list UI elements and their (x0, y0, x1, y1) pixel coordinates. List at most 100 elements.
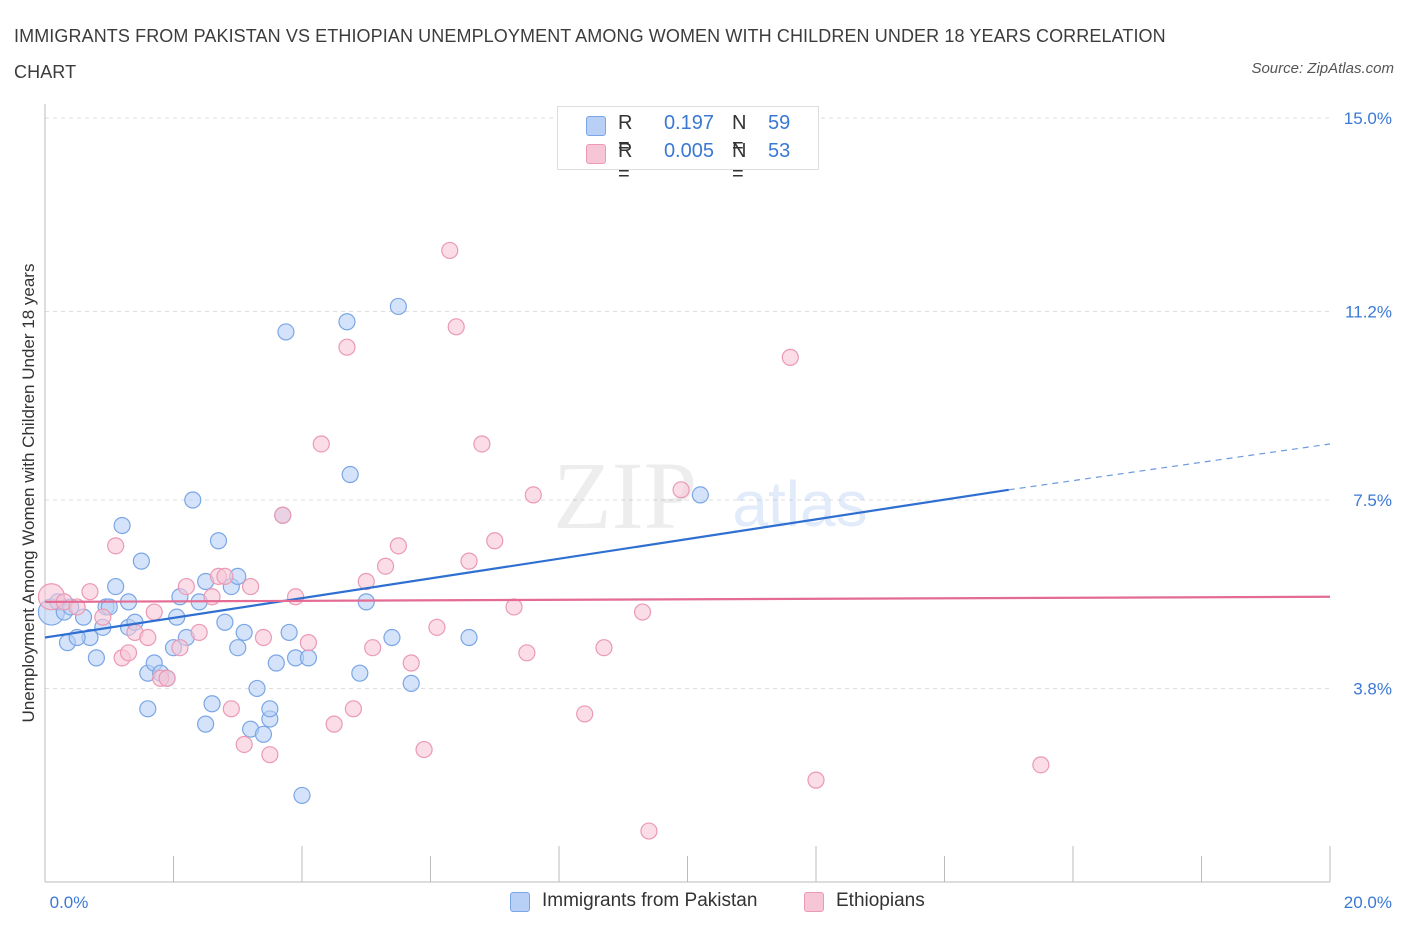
point-ethiopians (274, 506, 292, 524)
point-ethiopians (595, 639, 613, 657)
x-tick-label: 0.0% (50, 893, 89, 912)
legend-r-label: R = (618, 140, 633, 185)
point-ethiopians (325, 715, 343, 733)
point-pakistan (338, 313, 356, 331)
scatter-points (37, 241, 1050, 840)
point-ethiopians (576, 705, 594, 723)
point-ethiopians (447, 318, 465, 336)
point-pakistan (389, 297, 407, 316)
point-ethiopians (81, 583, 99, 601)
point-ethiopians (190, 623, 208, 642)
point-pakistan (351, 664, 369, 682)
source-note: Source: ZipAtlas.com (1251, 60, 1394, 77)
point-pakistan (107, 577, 125, 596)
point-ethiopians (158, 669, 176, 687)
point-ethiopians (216, 567, 234, 586)
point-ethiopians (235, 735, 253, 754)
point-pakistan (402, 674, 420, 692)
bottom-legend-label: Immigrants from Pakistan (542, 890, 758, 911)
bottom-legend-swatch-blue (510, 892, 530, 912)
legend-n-value: 59 (768, 112, 791, 134)
point-pakistan (216, 613, 234, 631)
point-ethiopians (177, 577, 195, 596)
point-ethiopians (261, 746, 279, 764)
point-ethiopians (312, 435, 330, 453)
point-ethiopians (357, 572, 375, 591)
point-ethiopians (640, 822, 658, 840)
legend-r-value: 0.197 (663, 112, 714, 134)
point-pakistan (383, 628, 401, 647)
point-ethiopians (338, 338, 356, 356)
point-pakistan (113, 516, 131, 535)
point-pakistan (341, 465, 359, 484)
legend-n-label: N = (732, 140, 747, 185)
watermark-zip: ZIP (553, 442, 697, 549)
axes (44, 104, 1331, 883)
legend-swatch-blue (586, 116, 606, 136)
y-tick-label: 11.2% (1345, 303, 1392, 322)
point-ethiopians (415, 740, 433, 759)
point-ethiopians (254, 628, 273, 647)
point-ethiopians (364, 639, 382, 657)
point-ethiopians (119, 644, 138, 662)
point-ethiopians (242, 577, 260, 596)
legend: R = 0.197 N = 59 R = 0.005 N = 53 (557, 106, 819, 185)
point-pakistan (280, 623, 298, 642)
point-ethiopians (441, 241, 459, 260)
point-ethiopians (222, 700, 240, 718)
legend-n-value: 53 (768, 140, 791, 162)
tick-labels: 3.8% 7.5% 11.2% 15.0% 0.0% 20.0% (50, 109, 1392, 912)
point-ethiopians (633, 603, 652, 621)
point-ethiopians (781, 348, 799, 366)
point-ethiopians (460, 552, 478, 570)
point-ethiopians (524, 486, 542, 504)
point-ethiopians (518, 644, 536, 662)
point-pakistan (293, 786, 311, 805)
point-ethiopians (376, 557, 395, 575)
trend-line-pakistan-extension (1008, 443, 1331, 491)
point-ethiopians (1032, 756, 1050, 774)
point-ethiopians (344, 700, 362, 718)
point-pakistan (261, 700, 279, 718)
bottom-legend-swatch-pink (804, 892, 824, 912)
legend-r-label: R = (618, 112, 633, 157)
y-axis-label: Unemployment Among Women with Children U… (19, 264, 38, 723)
point-pakistan (277, 323, 295, 341)
point-pakistan (184, 491, 202, 509)
point-pakistan (229, 639, 247, 657)
point-pakistan (197, 715, 215, 733)
point-ethiopians (505, 598, 523, 616)
point-pakistan (87, 649, 106, 667)
point-ethiopians (402, 654, 420, 672)
point-pakistan (299, 649, 318, 667)
trend-line-pakistan (44, 488, 1009, 639)
legend-n-label: N = (732, 112, 747, 157)
point-pakistan (267, 654, 285, 672)
bottom-legend-label: Ethiopians (836, 890, 925, 911)
legend-r-value: 0.005 (663, 140, 714, 162)
y-tick-label: 15.0% (1344, 109, 1392, 128)
point-ethiopians (473, 435, 491, 453)
watermark: ZIP atlas (553, 442, 868, 549)
point-ethiopians (286, 588, 305, 606)
point-ethiopians (807, 771, 825, 789)
point-ethiopians (139, 628, 157, 647)
point-ethiopians (486, 532, 504, 550)
point-ethiopians (145, 603, 163, 621)
point-pakistan (357, 593, 375, 611)
point-pakistan (132, 552, 150, 570)
point-ethiopians (107, 537, 125, 555)
point-pakistan (460, 628, 478, 647)
trend-lines (44, 443, 1331, 639)
point-ethiopians (389, 537, 407, 555)
point-pakistan (203, 695, 221, 713)
point-ethiopians (672, 481, 690, 499)
point-pakistan (691, 486, 709, 504)
point-pakistan (254, 725, 273, 743)
point-ethiopians (428, 618, 446, 636)
chart-title: IMMIGRANTS FROM PAKISTAN VS ETHIOPIAN UN… (14, 26, 1166, 82)
point-pakistan (139, 700, 157, 718)
point-pakistan (235, 623, 253, 642)
point-pakistan (209, 532, 228, 550)
